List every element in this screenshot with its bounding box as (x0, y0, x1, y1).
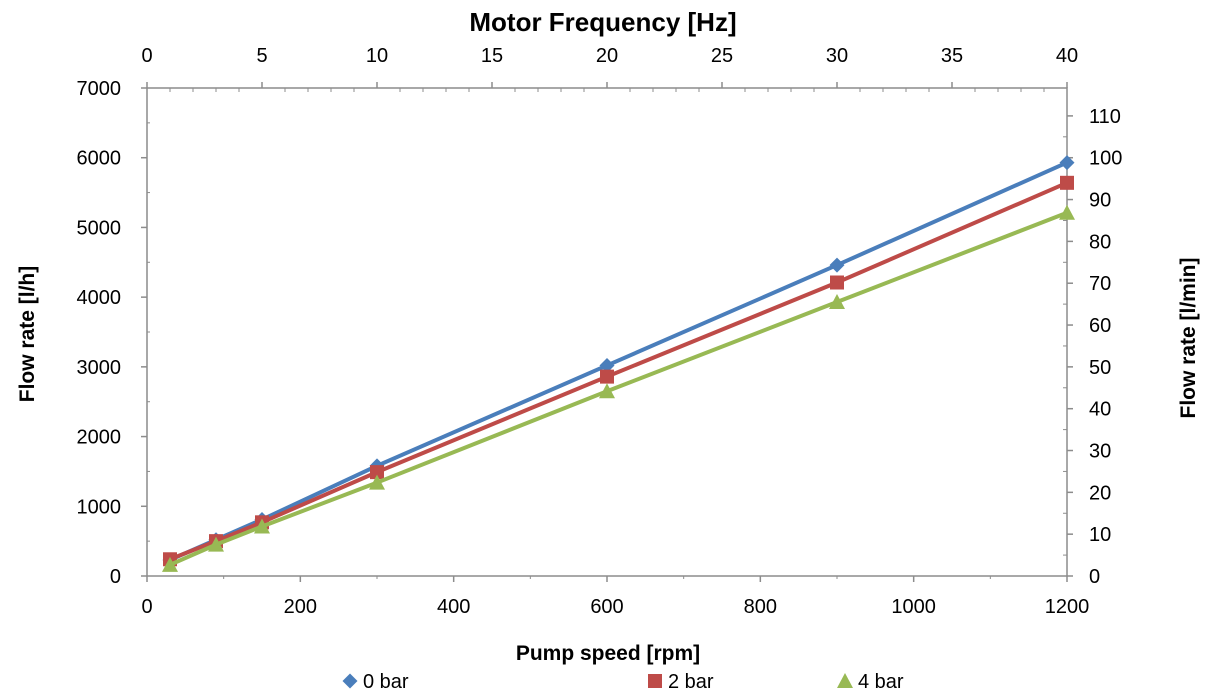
legend-label: 0 bar (363, 671, 409, 692)
data-point (369, 474, 385, 490)
series-1 (163, 175, 1074, 567)
y-axis-left: 0 1000 2000 3000 4000 5000 6000 7000 (77, 78, 150, 588)
y2-tick-label: 60 (1089, 315, 1111, 337)
x-tick-label: 1200 (1045, 596, 1090, 618)
y2-tick-label: 70 (1089, 273, 1111, 295)
x2-tick-label: 30 (826, 45, 848, 67)
x-tick-label: 800 (744, 596, 777, 618)
legend-marker (342, 673, 358, 689)
x2-tick-label: 25 (711, 45, 733, 67)
x2-tick-label: 10 (366, 45, 388, 67)
x2-tick-label: 20 (596, 45, 618, 67)
y2-tick-label: 40 (1089, 399, 1111, 421)
y2-tick-label: 80 (1089, 231, 1111, 253)
data-point (1059, 155, 1075, 171)
y-tick-label: 4000 (77, 287, 122, 309)
y2-tick-label: 90 (1089, 190, 1111, 212)
y-tick-label: 6000 (77, 148, 122, 170)
legend-item: 0 bar (342, 671, 409, 692)
x2-tick-label: 15 (481, 45, 503, 67)
x-tick-label: 600 (590, 596, 623, 618)
x-tick-label: 1000 (891, 596, 936, 618)
series-2 (162, 204, 1075, 572)
legend-label: 2 bar (668, 671, 714, 692)
y2-tick-label: 50 (1089, 357, 1111, 379)
y2-axis-title: Flow rate [l/min] (1177, 257, 1200, 418)
y2-tick-label: 110 (1089, 106, 1121, 128)
y-tick-label: 0 (110, 566, 121, 588)
x-tick-label: 400 (437, 596, 470, 618)
x2-tick-label: 5 (256, 45, 267, 67)
y2-tick-label: 100 (1089, 148, 1122, 170)
y-tick-label: 2000 (77, 427, 122, 449)
x-tick-label: 0 (141, 596, 152, 618)
y-tick-label: 7000 (77, 78, 122, 100)
series-line (169, 210, 1068, 567)
data-point (1060, 175, 1074, 190)
x-tick-label: 200 (284, 596, 317, 618)
data-point (829, 257, 845, 273)
data-point (830, 275, 844, 290)
legend-item: 2 bar (648, 671, 714, 692)
series-line (169, 180, 1068, 562)
legend-marker (648, 674, 662, 688)
y-axis-title: Flow rate [l/h] (16, 266, 39, 403)
x2-tick-label: 40 (1056, 45, 1078, 67)
series-line (169, 160, 1068, 562)
x2-axis-title: Motor Frequency [Hz] (469, 7, 736, 37)
data-point (370, 465, 384, 480)
data-point (600, 369, 614, 384)
x2-tick-label: 0 (141, 45, 152, 67)
data-point (208, 536, 224, 552)
data-point (599, 357, 615, 373)
data-point (829, 294, 845, 310)
legend-marker (837, 673, 853, 688)
y2-tick-label: 0 (1089, 566, 1100, 588)
series-group (162, 155, 1075, 572)
x-axis-bottom: 0 200 400 600 800 1000 1200 (141, 576, 1089, 618)
y2-tick-label: 10 (1089, 524, 1111, 546)
y-axis-right: 0 10 20 30 40 50 60 70 80 90 100 110 (1063, 106, 1122, 588)
x2-tick-label: 35 (941, 45, 963, 67)
plot-area (146, 87, 1068, 577)
legend-label: 4 bar (858, 671, 904, 692)
data-point (599, 383, 615, 399)
x-axis-top: 0 5 10 15 20 25 30 35 40 (141, 45, 1078, 92)
y-tick-label: 5000 (77, 217, 122, 239)
data-point (162, 556, 178, 572)
legend: 0 bar 2 bar 4 bar (342, 671, 904, 692)
y-tick-label: 1000 (77, 496, 122, 518)
data-point (1059, 204, 1075, 220)
data-point (254, 518, 270, 534)
y-tick-label: 3000 (77, 357, 122, 379)
y2-tick-label: 30 (1089, 441, 1111, 463)
legend-item: 4 bar (837, 671, 904, 692)
y2-tick-label: 20 (1089, 482, 1111, 504)
x-axis-title: Pump speed [rpm] (516, 642, 700, 665)
